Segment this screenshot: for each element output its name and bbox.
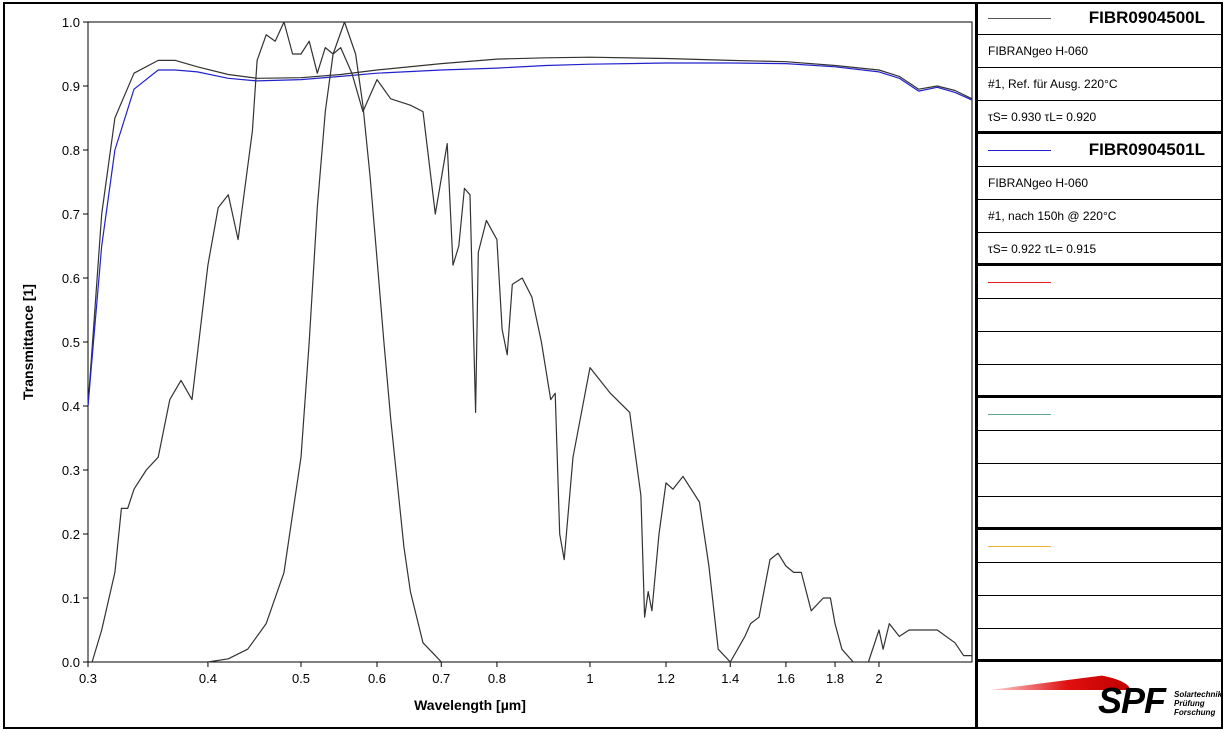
- series-line-2: [91, 21, 972, 663]
- x-tick-label: 0.3: [79, 671, 97, 686]
- legend-detail-text: τS= 0.930 τL= 0.920: [988, 110, 1097, 124]
- legend-entry-1: FIBR0904501L: [978, 134, 1223, 167]
- legend-line-swatch: [988, 282, 1051, 283]
- x-tick-label: 1.6: [777, 671, 795, 686]
- series-line-3: [207, 21, 470, 663]
- y-tick-label: 0.9: [62, 79, 80, 94]
- legend-detail-text: FIBRANgeo H-060: [988, 176, 1089, 190]
- legend-panel: FIBR0904500L FIBRANgeo H-060 #1, Ref. für …: [975, 2, 1223, 729]
- logo-text: SPF: [1098, 680, 1166, 721]
- legend-detail-row: [978, 431, 1223, 464]
- logo-subtitle: Solartechnik Prüfung Forschung: [1174, 690, 1223, 717]
- x-tick-label: 0.5: [292, 671, 310, 686]
- legend-detail-row: FIBRANgeo H-060: [978, 167, 1223, 200]
- legend-detail-text: #1, Ref. für Ausg. 220°C: [988, 77, 1118, 91]
- y-tick-label: 0.8: [62, 143, 80, 158]
- plot-area: [87, 21, 973, 663]
- y-tick-label: 0.4: [62, 399, 80, 414]
- legend-detail-row: [978, 563, 1223, 596]
- legend-detail-row: [978, 497, 1223, 530]
- legend-entry-2: [978, 266, 1223, 299]
- legend-detail-row: [978, 365, 1223, 398]
- x-tick-label: 2: [875, 671, 882, 686]
- x-tick-label: 1.8: [826, 671, 844, 686]
- legend-detail-text: τS= 0.922 τL= 0.915: [988, 242, 1097, 256]
- y-tick-label: 0.7: [62, 207, 80, 222]
- legend-detail-row: #1, Ref. für Ausg. 220°C: [978, 68, 1223, 101]
- legend-detail-text: FIBRANgeo H-060: [988, 44, 1089, 58]
- legend-detail-row: [978, 299, 1223, 332]
- x-tick-label: 0.4: [199, 671, 217, 686]
- y-tick-label: 0.6: [62, 271, 80, 286]
- chart-plot: 0.0 0.1 0.2 0.3 0.4 0.5 0.6 0.7 0.8 0.9 1.0 0.3 0.4 0…: [20, 15, 973, 713]
- legend-series-id: FIBR0904500L: [1088, 8, 1205, 27]
- spf-logo: SPF Solartechnik Prüfung Forschung: [978, 662, 1223, 728]
- series-line-0: [87, 56, 973, 407]
- legend-detail-row: [978, 332, 1223, 365]
- y-axis-label: Transmittance [1]: [20, 284, 36, 400]
- x-tick-label: 0.7: [432, 671, 450, 686]
- x-tick-label: 1.2: [657, 671, 675, 686]
- y-tick-label: 0.5: [62, 335, 80, 350]
- y-tick-label: 0.3: [62, 463, 80, 478]
- legend-detail-row: #1, nach 150h @ 220°C: [978, 200, 1223, 233]
- series-line-1: [87, 62, 973, 407]
- legend-entry-3: [978, 398, 1223, 431]
- legend-detail-row: [978, 596, 1223, 629]
- x-tick-label: 0.8: [488, 671, 506, 686]
- legend-series-id: FIBR0904501L: [1088, 140, 1205, 159]
- x-tick-label: 1.4: [721, 671, 739, 686]
- y-tick-label: 0.1: [62, 591, 80, 606]
- chart-frame: [3, 2, 1223, 729]
- legend-detail-row: [978, 629, 1223, 662]
- y-tick-label: 1.0: [62, 15, 80, 30]
- legend-line-swatch: [988, 18, 1051, 19]
- legend-entry-0: FIBR0904500L: [978, 2, 1223, 35]
- y-tick-label: 0.0: [62, 655, 80, 670]
- x-axis-label: Wavelength [µm]: [414, 697, 526, 713]
- legend-line-swatch: [988, 546, 1051, 547]
- x-tick-label: 1: [586, 671, 593, 686]
- legend-detail-row: τS= 0.930 τL= 0.920: [978, 101, 1223, 134]
- legend-entry-4: [978, 530, 1223, 563]
- legend-line-swatch: [988, 150, 1051, 151]
- legend-detail-text: #1, nach 150h @ 220°C: [988, 209, 1117, 223]
- legend-detail-row: τS= 0.922 τL= 0.915: [978, 233, 1223, 266]
- legend-line-swatch: [988, 414, 1051, 415]
- legend-detail-row: [978, 464, 1223, 497]
- x-tick-label: 0.6: [368, 671, 386, 686]
- legend-detail-row: FIBRANgeo H-060: [978, 35, 1223, 68]
- y-tick-label: 0.2: [62, 527, 80, 542]
